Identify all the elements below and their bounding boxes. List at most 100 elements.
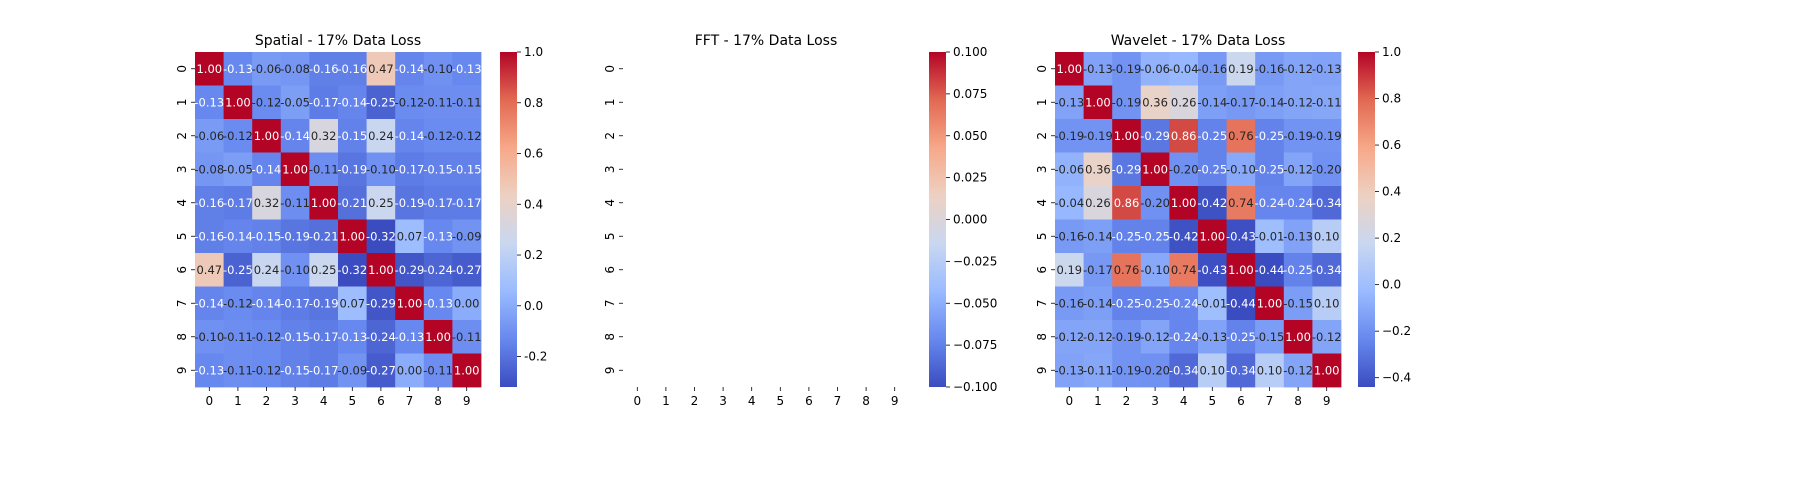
heatmap-cell — [1312, 85, 1342, 120]
cell-value-label: -0.20 — [1140, 196, 1170, 210]
cell-value-label: 0.10 — [1257, 363, 1283, 377]
x-tick-label: 4 — [320, 394, 328, 408]
heatmap-cell — [1112, 119, 1142, 153]
cell-value-label: -0.16 — [1054, 229, 1084, 243]
heatmap-cell — [252, 286, 282, 321]
cell-value-label: 0.32 — [311, 129, 337, 143]
heatmap-cell — [338, 253, 367, 287]
heatmap-cell — [223, 119, 253, 153]
cell-value-label: 1.00 — [1228, 263, 1254, 277]
cell-value-label: -0.13 — [194, 363, 224, 377]
heatmap-cell — [1083, 152, 1113, 187]
cell-value-label: -0.04 — [1169, 62, 1199, 76]
x-tick-label: 9 — [463, 394, 471, 408]
cell-value-label: -0.44 — [1226, 296, 1256, 310]
heatmap-cell — [338, 152, 367, 187]
heatmap-cell — [195, 286, 224, 321]
cell-value-label: -0.29 — [1140, 129, 1170, 143]
heatmap-cell — [452, 119, 482, 153]
cell-value-label: -0.13 — [423, 229, 453, 243]
cell-value-label: -0.25 — [1226, 330, 1256, 344]
cell-value-label: -0.42 — [1169, 229, 1199, 243]
colorbar — [1358, 52, 1375, 387]
cell-value-label: -0.25 — [1140, 229, 1170, 243]
heatmap-cell — [1255, 353, 1285, 388]
heatmap-cell — [1283, 186, 1313, 220]
chart-title: Spatial - 17% Data Loss — [255, 33, 421, 49]
heatmap-cell — [1140, 353, 1170, 388]
heatmap-cell — [195, 152, 224, 187]
cell-value-label: 1.00 — [1056, 62, 1082, 76]
cell-value-label: -0.14 — [252, 162, 282, 176]
y-tick-label: 8 — [1035, 333, 1049, 341]
y-tick-label: 3 — [603, 165, 617, 173]
cell-value-label: -0.17 — [395, 162, 425, 176]
cell-value-label: -0.19 — [1083, 129, 1113, 143]
colorbar — [929, 52, 946, 387]
heatmap-cell — [1198, 353, 1227, 388]
heatmap-cell — [423, 219, 453, 254]
cell-value-label: 1.00 — [397, 296, 423, 310]
cell-value-label: 0.00 — [397, 363, 423, 377]
heatmap-cell — [366, 286, 396, 321]
cell-value-label: 1.00 — [1285, 330, 1311, 344]
cell-value-label: -0.19 — [1283, 129, 1313, 143]
x-tick-label: 3 — [719, 394, 727, 408]
x-tick-label: 6 — [805, 394, 813, 408]
cell-value-label: -0.29 — [395, 263, 425, 277]
heatmap-cell — [1055, 52, 1084, 86]
cell-value-label: 0.10 — [1199, 363, 1225, 377]
cell-value-label: -0.05 — [280, 95, 310, 109]
colorbar-tick-label: −0.2 — [1382, 324, 1411, 338]
heatmap-cell — [195, 320, 224, 354]
heatmap-cell — [452, 186, 482, 220]
heatmap-cell — [1083, 85, 1113, 120]
heatmap-cell — [1226, 253, 1256, 287]
heatmap-cell — [1140, 320, 1170, 354]
cell-value-label: -0.14 — [1083, 229, 1113, 243]
heatmap-cell — [1283, 152, 1313, 187]
cell-value-label: 0.47 — [196, 263, 222, 277]
cell-value-label: -0.11 — [1083, 363, 1113, 377]
colorbar-tick-label: 0.8 — [1382, 92, 1401, 106]
cell-value-label: 0.36 — [1142, 95, 1168, 109]
colorbar-tick-label: 0.025 — [953, 171, 987, 185]
heatmap-cell — [1255, 186, 1285, 220]
cell-value-label: -0.13 — [423, 296, 453, 310]
cell-value-label: 0.24 — [368, 129, 394, 143]
x-tick-label: 9 — [1323, 394, 1331, 408]
cell-value-label: -0.12 — [1140, 330, 1170, 344]
heatmap-cell — [1112, 253, 1142, 287]
cell-value-label: 1.00 — [1171, 196, 1197, 210]
heatmap-cell — [223, 52, 253, 86]
heatmap-cell — [280, 186, 310, 220]
heatmap-cell — [1312, 320, 1342, 354]
x-tick-label: 2 — [1123, 394, 1131, 408]
heatmap-cell — [1283, 320, 1313, 354]
y-tick-label: 2 — [603, 132, 617, 140]
heatmap-cell — [1198, 85, 1227, 120]
heatmap-cell — [252, 320, 282, 354]
heatmap-cell — [366, 152, 396, 187]
cell-value-label: -0.15 — [452, 162, 482, 176]
heatmap-cell — [1169, 219, 1199, 254]
cell-value-label: -0.17 — [223, 196, 253, 210]
cell-value-label: -0.17 — [1226, 95, 1256, 109]
y-tick-label: 7 — [1035, 299, 1049, 307]
y-tick-label: 5 — [175, 232, 189, 240]
heatmap-cell — [252, 85, 282, 120]
cell-value-label: -0.13 — [1054, 95, 1084, 109]
x-tick-label: 1 — [662, 394, 670, 408]
cell-value-label: -0.21 — [309, 229, 339, 243]
heatmap-cell — [338, 219, 367, 254]
cell-value-label: -0.15 — [280, 363, 310, 377]
cell-value-label: -0.10 — [1226, 162, 1256, 176]
heatmap-cell — [395, 320, 425, 354]
heatmap-cell — [423, 186, 453, 220]
heatmap-cell — [338, 85, 367, 120]
heatmap-cell — [1169, 286, 1199, 321]
heatmap-cell — [1226, 152, 1256, 187]
cell-value-label: -0.06 — [1054, 162, 1084, 176]
heatmap-cell — [1226, 353, 1256, 388]
